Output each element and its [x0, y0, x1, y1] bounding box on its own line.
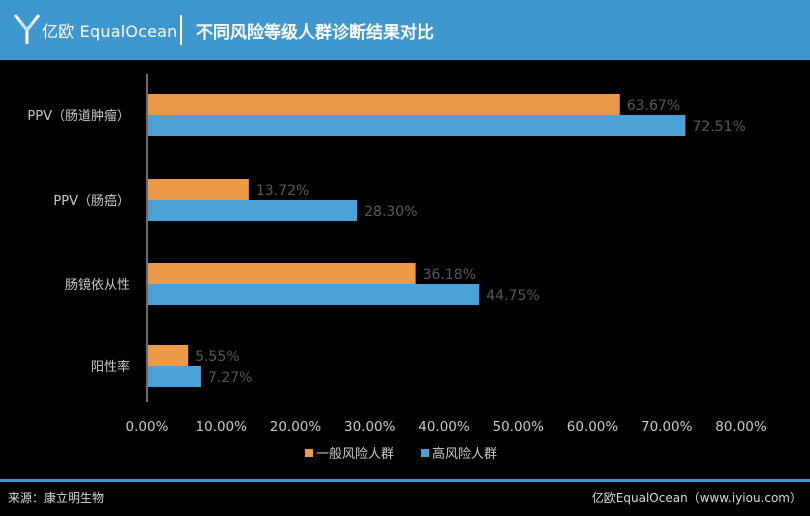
legend-swatch: [421, 449, 429, 457]
x-tick-label: 70.00%: [641, 419, 693, 435]
bar: [148, 263, 416, 284]
data-label: 36.18%: [423, 267, 476, 283]
bar: [148, 284, 480, 305]
x-tick-label: 10.00%: [196, 419, 248, 435]
header-bar: 亿欧 EqualOcean 不同风险等级人群诊断结果对比: [0, 0, 810, 60]
category-label: PPV（肠道肿瘤）: [27, 108, 130, 124]
footer-divider: [0, 479, 810, 482]
x-tick-label: 20.00%: [270, 419, 322, 435]
data-label: 44.75%: [486, 288, 539, 304]
bar: [148, 179, 249, 200]
x-tick-label: 0.00%: [126, 419, 169, 435]
bar: [148, 345, 189, 366]
x-tick-label: 30.00%: [344, 419, 396, 435]
data-label: 13.72%: [256, 183, 309, 199]
category-label: 肠镜依从性: [65, 278, 130, 293]
data-label: 7.27%: [208, 370, 252, 386]
x-tick-label: 40.00%: [418, 419, 470, 435]
data-label: 63.67%: [627, 98, 680, 114]
x-tick-label: 80.00%: [715, 419, 767, 435]
legend-label: 高风险人群: [432, 446, 497, 462]
bar: [148, 366, 201, 387]
logo-text: 亿欧 EqualOcean: [42, 22, 178, 41]
legend-swatch: [305, 449, 313, 457]
header-divider: [180, 15, 182, 45]
bar: [148, 94, 620, 115]
x-tick-label: 60.00%: [567, 419, 619, 435]
category-label: PPV（肠癌）: [53, 193, 130, 209]
x-tick-label: 50.00%: [493, 419, 545, 435]
equalocean-logo-icon: [13, 14, 41, 44]
bar: [148, 115, 686, 136]
data-label: 28.30%: [364, 204, 417, 220]
legend-label: 一般风险人群: [316, 446, 394, 462]
data-label: 5.55%: [195, 349, 239, 365]
page-title: 不同风险等级人群诊断结果对比: [196, 23, 434, 43]
data-label: 72.51%: [692, 119, 745, 135]
category-label: 阳性率: [91, 359, 130, 375]
source-note: 来源：康立明生物: [8, 491, 105, 505]
bar: [148, 200, 358, 221]
footer-credit: 亿欧EqualOcean（www.iyiou.com）: [591, 491, 802, 505]
